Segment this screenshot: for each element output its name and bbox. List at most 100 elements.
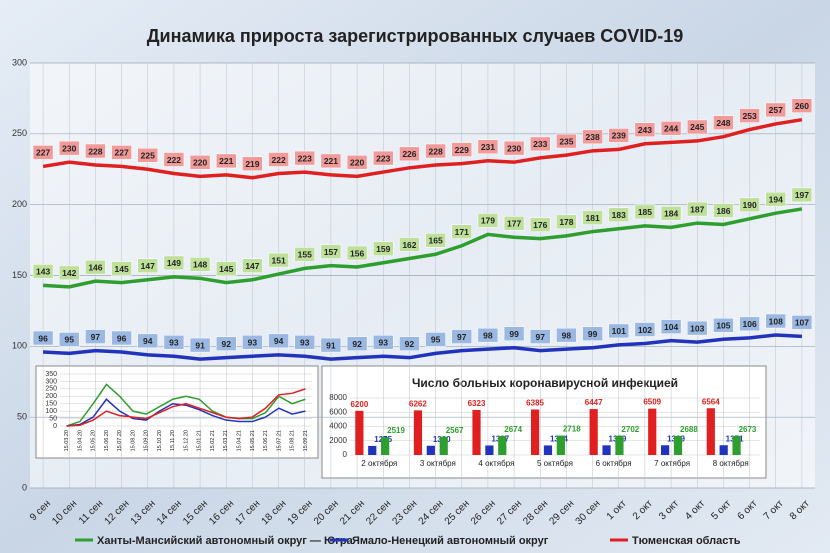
bar [413, 410, 423, 455]
x-tick-label: 15.11.20 [170, 430, 176, 451]
y-tick-label: 200 [12, 199, 27, 209]
y-tick-label: 300 [12, 57, 27, 67]
value-label: 2567 [446, 426, 464, 435]
value-label-box [268, 252, 289, 268]
value-label-box [373, 335, 394, 350]
value-label-box [242, 258, 263, 273]
value-label-box [530, 136, 551, 152]
bar [706, 408, 715, 455]
value-label-box [85, 259, 106, 275]
value-label-box [111, 145, 132, 160]
value-label-box [634, 122, 656, 137]
value-label-box [294, 335, 315, 350]
value-label-box [399, 237, 420, 252]
value-label: 2674 [504, 425, 522, 434]
value-label-box [451, 142, 472, 157]
x-tick-label: 4 октября [478, 459, 514, 468]
value-label-box [163, 152, 185, 167]
x-tick-label: 15.04.21 [237, 430, 243, 451]
value-label: 145 [219, 264, 233, 274]
bar [368, 445, 377, 455]
series-line [42, 117, 803, 180]
value-label: 222 [167, 155, 181, 165]
value-label: 257 [769, 105, 783, 115]
value-label: 108 [769, 316, 783, 326]
y-tick-label: 0 [343, 450, 348, 459]
value-label-box [346, 155, 368, 170]
bar [615, 435, 624, 455]
value-label: 142 [62, 268, 76, 278]
value-label: 93 [248, 338, 258, 348]
value-label: 223 [376, 153, 390, 163]
value-label: 98 [483, 330, 493, 340]
value-label-box [425, 233, 446, 248]
value-label: 244 [664, 124, 678, 134]
value-label-box [399, 146, 420, 162]
value-label-box [85, 329, 106, 344]
value-label-box [294, 150, 315, 166]
value-label: 92 [405, 339, 415, 349]
y-tick-label: 8000 [329, 393, 347, 402]
value-label-box [765, 191, 786, 207]
bar [355, 410, 364, 455]
value-label: 245 [690, 122, 704, 132]
x-tick-label: 15.09.20 [144, 430, 150, 451]
value-label-box [59, 140, 80, 156]
value-label-box [791, 315, 813, 330]
y-tick-label: 50 [17, 412, 27, 422]
value-label-box [556, 133, 577, 149]
x-tick-label: 15.06.21 [263, 430, 269, 451]
bar [648, 408, 657, 455]
value-label: 93 [379, 338, 389, 348]
value-label: 94 [143, 336, 153, 346]
y-tick-label: 300 [45, 378, 57, 385]
value-label-box [634, 204, 656, 220]
value-label-box [477, 139, 499, 154]
value-label: 107 [795, 318, 809, 328]
value-label-box [425, 143, 446, 159]
value-label-box [294, 247, 315, 262]
value-label-box [634, 322, 656, 337]
series-line [42, 207, 803, 289]
value-label: 156 [350, 248, 364, 258]
value-label: 91 [326, 340, 336, 350]
value-label: 221 [324, 156, 338, 166]
value-label: 145 [114, 264, 128, 274]
y-tick-label: 150 [45, 401, 57, 408]
legend-label: Тюменская область [632, 535, 741, 547]
y-tick-label: 4000 [329, 422, 347, 431]
value-label: 194 [769, 194, 783, 204]
value-label-box [242, 335, 263, 350]
value-label: 239 [612, 131, 626, 141]
value-label-box [32, 145, 54, 160]
value-label: 222 [271, 155, 285, 165]
x-tick-label: 15.05.20 [91, 430, 97, 451]
value-label: 97 [536, 332, 546, 342]
y-tick-label: 6000 [329, 407, 347, 416]
bar [732, 435, 741, 455]
x-tick-label: 15.03.21 [223, 430, 229, 451]
value-label-box [739, 197, 760, 213]
value-label: 92 [352, 339, 362, 349]
value-label: 187 [690, 204, 704, 214]
value-label: 93 [300, 338, 310, 348]
value-label-box [739, 108, 760, 123]
value-label-box [111, 261, 132, 276]
y-tick-label: 350 [45, 371, 57, 378]
bar [381, 437, 390, 455]
value-label-box [111, 330, 132, 346]
value-label: 95 [65, 335, 75, 345]
value-label: 2718 [563, 425, 581, 434]
x-tick-label: 6 октября [596, 459, 632, 468]
value-label: 227 [36, 148, 50, 158]
bar-chart-title: Число больных коронавирусной инфекцией [412, 376, 678, 390]
x-tick-label: 2 октября [361, 459, 397, 468]
value-label-box [713, 318, 734, 333]
value-label-box [660, 206, 682, 221]
value-label-box [503, 140, 525, 156]
value-label: 6564 [702, 397, 720, 406]
value-label: 159 [376, 244, 390, 254]
value-label: 103 [690, 323, 704, 333]
value-label-box [425, 332, 446, 347]
value-label: 186 [716, 206, 730, 216]
